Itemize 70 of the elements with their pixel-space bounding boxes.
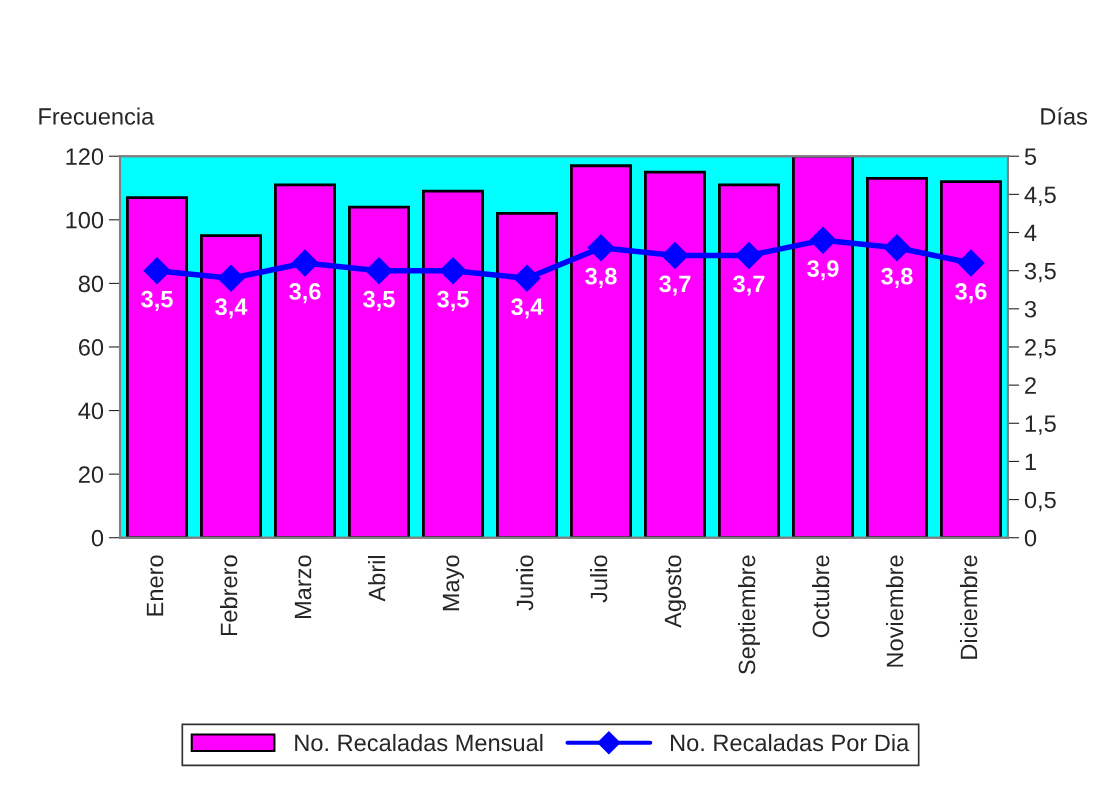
point: [661, 241, 689, 269]
legend-label: No. Recaladas Por Dia: [671, 733, 910, 752]
data-label: 3,5: [141, 290, 173, 311]
y2-axis-title: Días: [1041, 107, 1088, 125]
bar: [422, 189, 484, 538]
x-tick-label: Julio: [589, 555, 608, 603]
point: [735, 241, 763, 269]
bar: [348, 205, 410, 538]
x-tick-label: Enero: [146, 555, 164, 616]
x-tick-label: Abril: [367, 555, 386, 602]
point: [365, 257, 393, 285]
bar: [126, 196, 188, 538]
y-tick-label: 100: [66, 211, 104, 229]
data-label: 3,6: [955, 283, 987, 304]
bar: [200, 234, 262, 538]
y-tick-label: 120: [66, 148, 104, 165]
x-tick-label: Diciembre: [959, 555, 978, 659]
x-tick-label: Mayo: [442, 555, 464, 611]
point: [587, 234, 615, 262]
point: [143, 257, 171, 285]
bar: [274, 183, 336, 538]
data-label: 3,8: [585, 267, 617, 288]
y-axis-title: Frecuencia: [39, 107, 155, 125]
x-tick-label: Junio: [515, 555, 534, 611]
x-tick-label: Febrero: [220, 555, 238, 636]
data-label: 3,4: [511, 298, 544, 319]
y-tick-label: 40: [78, 402, 104, 420]
y-tick-label: 60: [78, 339, 104, 356]
y2-tick-label: 2: [1025, 377, 1036, 394]
y2-tick-label: 3,5: [1024, 262, 1056, 283]
point: [439, 257, 467, 285]
bar: [496, 212, 558, 538]
y-tick-label: 80: [78, 275, 104, 293]
data-label: 3,5: [363, 290, 395, 311]
data-label: 3,8: [881, 267, 913, 288]
bar: [791, 156, 854, 538]
point: [809, 226, 837, 254]
data-label: 3,7: [733, 275, 765, 296]
y2-tick-label: 4,5: [1024, 186, 1056, 206]
data-label: 3,5: [437, 290, 469, 311]
x-tick-label: Noviembre: [885, 555, 904, 667]
y2-tick-label: 0,5: [1024, 491, 1056, 512]
point: [291, 249, 319, 277]
point: [883, 234, 911, 262]
x-tick-label: Octubre: [811, 555, 830, 638]
y2-tick-label: 3: [1024, 300, 1037, 318]
bar: [643, 170, 706, 538]
data-label: 3,9: [807, 260, 839, 281]
y2-tick-label: 1: [1025, 453, 1036, 470]
bar: [939, 180, 1002, 538]
x-tick-label: Septiembre: [737, 555, 760, 675]
point: [217, 264, 245, 292]
point: [513, 264, 541, 292]
x-tick-label: Agosto: [664, 555, 686, 628]
data-label: 3,6: [289, 283, 321, 304]
y2-tick-label: 5: [1024, 148, 1037, 165]
data-label: 3,4: [215, 298, 248, 319]
y2-tick-label: 4: [1024, 224, 1037, 242]
point: [957, 249, 985, 277]
y-tick-label: 20: [78, 466, 104, 483]
y2-tick-label: 0: [1024, 529, 1037, 547]
y2-tick-label: 2,5: [1025, 339, 1056, 359]
data-label: 3,7: [659, 275, 691, 296]
x-tick-label: Marzo: [294, 555, 312, 619]
y-tick-label: 0: [91, 529, 104, 547]
bar: [865, 177, 928, 538]
legend-label: No. Recaladas Mensual: [295, 733, 543, 752]
bar: [717, 183, 780, 538]
bar: [570, 164, 632, 538]
y2-tick-label: 1,5: [1025, 415, 1056, 435]
